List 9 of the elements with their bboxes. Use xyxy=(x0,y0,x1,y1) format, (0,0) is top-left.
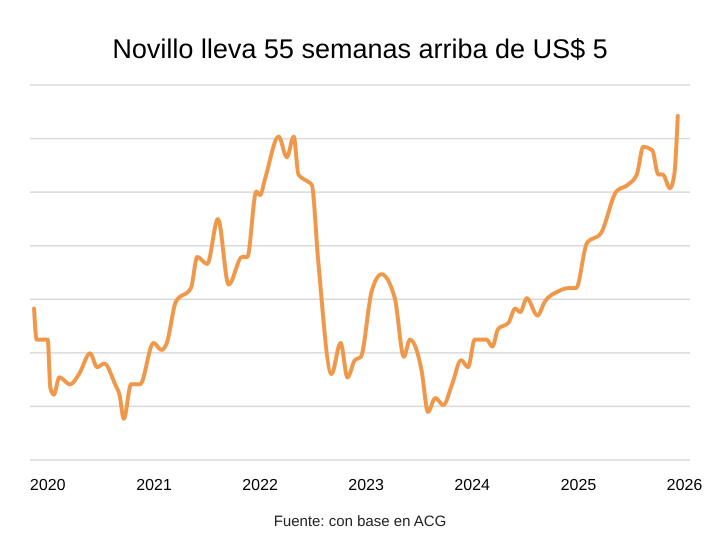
x-tick-label: 2024 xyxy=(454,477,490,494)
x-tick-label: 2023 xyxy=(348,477,384,494)
x-tick-label: 2020 xyxy=(30,477,66,494)
x-tick-label: 2022 xyxy=(242,477,278,494)
chart-title: Novillo lleva 55 semanas arriba de US$ 5 xyxy=(112,34,608,64)
x-tick-label: 2026 xyxy=(666,477,702,494)
source-note: Fuente: con base en ACG xyxy=(274,513,446,530)
x-tick-label: 2025 xyxy=(560,477,596,494)
x-tick-label: 2021 xyxy=(136,477,172,494)
